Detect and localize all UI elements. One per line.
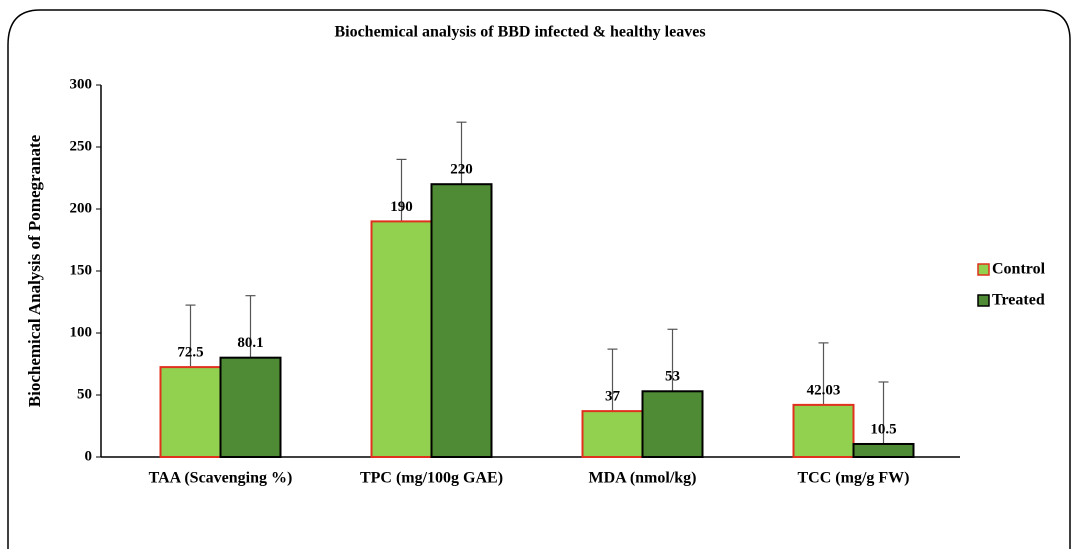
legend-swatch [977,263,990,276]
chart-title: Biochemical analysis of BBD infected & h… [334,24,705,41]
x-tick-label: TAA (Scavenging %) [149,470,293,487]
y-tick-label: 200 [70,200,93,216]
bar [430,183,493,458]
data-label: 42.03 [807,382,841,398]
data-label: 190 [390,199,413,215]
legend-label: Control [992,261,1046,278]
y-axis-label: Biochemical Analysis of Pomegranate [25,134,44,407]
y-tick-label: 250 [70,138,93,154]
bar [159,366,222,459]
data-label: 10.5 [870,421,896,437]
legend-label: Treated [992,292,1045,309]
frame [7,9,1071,549]
legend-swatch [977,294,990,307]
y-tick-label: 100 [70,324,93,340]
x-tick-label: MDA (nmol/kg) [589,470,697,487]
data-label: 37 [605,389,621,405]
data-label: 220 [450,162,473,178]
bar [792,403,855,459]
bar [219,356,282,458]
bar [370,220,433,458]
data-label: 80.1 [237,335,263,351]
data-label: 53 [665,369,680,385]
bar [641,390,704,458]
x-tick-label: TPC (mg/100g GAE) [360,470,503,487]
bar [852,442,915,459]
data-label: 72.5 [177,345,203,361]
y-tick-label: 150 [70,262,93,278]
y-tick-label: 50 [77,386,92,402]
bar [581,410,644,458]
y-tick-label: 300 [70,76,93,92]
x-tick-label: TCC (mg/g FW) [798,470,910,487]
y-tick-label: 0 [85,448,93,464]
